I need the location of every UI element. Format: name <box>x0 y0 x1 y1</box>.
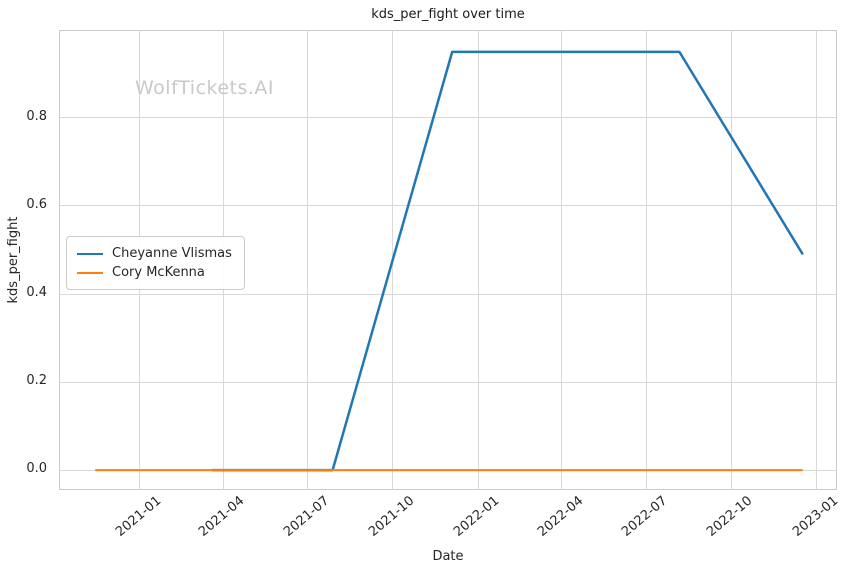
x-tick-label: 2021-04 <box>196 493 248 540</box>
watermark: WolfTickets.AI <box>135 77 275 99</box>
x-tick-label: 2022-07 <box>619 493 671 540</box>
legend-item-cory-mckenna: Cory McKenna <box>77 263 232 282</box>
gridline-vertical <box>561 31 563 489</box>
x-tick-label: 2022-01 <box>451 493 503 540</box>
x-tick-label: 2023-01 <box>789 493 841 540</box>
gridline-vertical <box>730 31 732 489</box>
y-tick-label: 0.2 <box>26 373 47 389</box>
series-lines <box>95 50 804 472</box>
x-tick-label: 2022-04 <box>534 493 586 540</box>
x-tick-label: 2021-10 <box>365 493 418 540</box>
gridline-horizontal <box>60 205 836 207</box>
x-tick-label: 2022-10 <box>704 493 756 540</box>
gridline-horizontal <box>60 117 836 119</box>
gridline-vertical <box>307 31 309 489</box>
y-axis-label: kds_per_fight <box>6 216 21 304</box>
legend-label: Cheyanne Vlismas <box>112 246 232 261</box>
legend: Cheyanne Vlismas Cory McKenna <box>66 236 245 290</box>
line-cheyanne-vlismas <box>212 50 804 472</box>
x-tick-label: 2021-07 <box>280 493 332 540</box>
gridline-vertical <box>645 31 647 489</box>
y-tick-label: 0.0 <box>26 461 47 477</box>
x-tick-label: 2021-01 <box>112 493 165 540</box>
legend-label: Cory McKenna <box>112 265 205 280</box>
y-tick-label: 0.6 <box>26 196 47 212</box>
legend-line-swatch <box>77 252 103 255</box>
legend-item-cheyanne-vlismas: Cheyanne Vlismas <box>77 244 232 263</box>
gridline-horizontal <box>60 293 836 295</box>
y-tick-label: 0.4 <box>26 285 47 300</box>
y-tick-label: 0.8 <box>26 108 47 124</box>
gridline-vertical <box>477 31 479 489</box>
gridline-horizontal <box>60 381 836 383</box>
chart-title: kds_per_fight over time <box>371 7 525 22</box>
legend-line-swatch <box>77 271 103 274</box>
x-axis-label: Date <box>432 549 464 564</box>
gridline-vertical <box>816 31 818 489</box>
